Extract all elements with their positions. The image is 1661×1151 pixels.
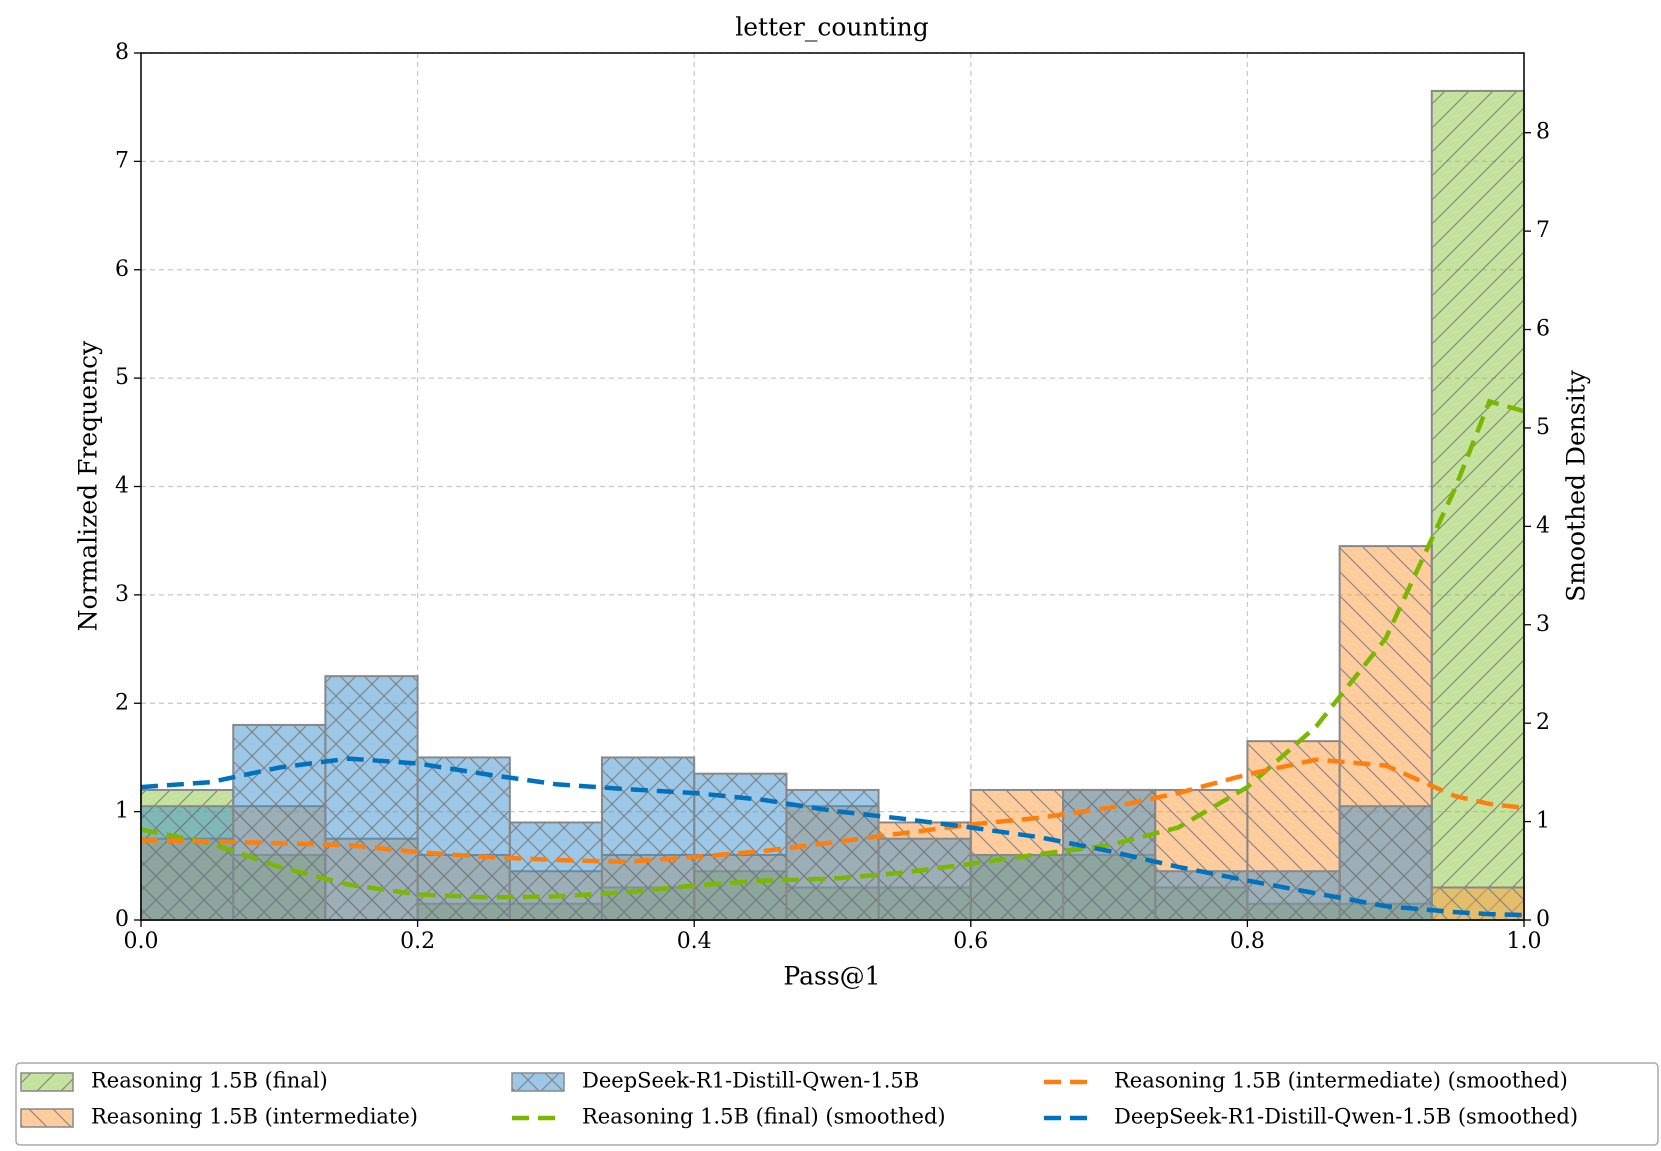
chart-title: letter_counting	[735, 13, 929, 42]
x-tick-label: 0.2	[400, 929, 435, 954]
y-tick-label: 7	[115, 148, 129, 173]
histogram-bar	[140, 805, 235, 921]
y-tick-label: 6	[115, 257, 129, 282]
y2-tick-label: 5	[1536, 415, 1550, 440]
y2-tick-label: 7	[1536, 218, 1550, 243]
y-tick-label: 8	[115, 40, 129, 65]
histogram-bar	[785, 788, 880, 922]
x-tick-label: 0.6	[953, 929, 988, 954]
y-tick-label: 1	[115, 799, 129, 824]
x-axis-label: Pass@1	[783, 962, 880, 991]
y2-tick-label: 4	[1536, 513, 1550, 538]
y-axis-label: Normalized Frequency	[74, 340, 103, 631]
legend-label: DeepSeek-R1-Distill-Qwen-1.5B	[582, 1069, 919, 1093]
legend-label: Reasoning 1.5B (final) (smoothed)	[582, 1105, 946, 1129]
y2-tick-label: 8	[1536, 120, 1550, 145]
smoothed-line	[140, 398, 1525, 900]
x-tick-label: 0.0	[124, 929, 159, 954]
y-tick-label: 0	[115, 907, 129, 932]
y2-tick-label: 0	[1536, 907, 1550, 932]
y2-tick-label: 6	[1536, 317, 1550, 342]
legend-box	[15, 1062, 1659, 1146]
legend-label: Reasoning 1.5B (final)	[91, 1069, 328, 1093]
legend-swatch	[511, 1072, 565, 1092]
x-tick-label: 1.0	[1507, 929, 1542, 954]
histogram-bar	[877, 837, 972, 921]
histogram-bar	[508, 821, 603, 922]
y-tick-label: 5	[115, 365, 129, 390]
x-tick-label: 0.8	[1230, 929, 1265, 954]
smoothed-line	[140, 756, 1525, 918]
histogram-bar	[324, 675, 419, 921]
histogram-bar	[600, 756, 696, 921]
legend-label: Reasoning 1.5B (intermediate)	[91, 1105, 418, 1129]
y-tick-label: 4	[115, 474, 129, 499]
legend-label: DeepSeek-R1-Distill-Qwen-1.5B (smoothed)	[1114, 1105, 1578, 1129]
y2-tick-label: 1	[1536, 809, 1550, 834]
x-tick-label: 0.4	[677, 929, 712, 954]
legend-swatch	[20, 1072, 74, 1092]
histogram-bar	[232, 723, 327, 921]
y2-tick-label: 2	[1536, 710, 1550, 735]
y-tick-label: 2	[115, 690, 129, 715]
histogram-bar	[1430, 89, 1526, 921]
legend-swatch	[20, 1108, 74, 1128]
y2-tick-label: 3	[1536, 612, 1550, 637]
y-tick-label: 3	[115, 582, 129, 607]
histogram-bar	[1338, 805, 1433, 921]
smoothed-line	[140, 757, 1525, 865]
legend-label: Reasoning 1.5B (intermediate) (smoothed)	[1114, 1069, 1568, 1093]
histogram-bar	[969, 853, 1065, 921]
y2-axis-label: Smoothed Density	[1562, 369, 1591, 602]
